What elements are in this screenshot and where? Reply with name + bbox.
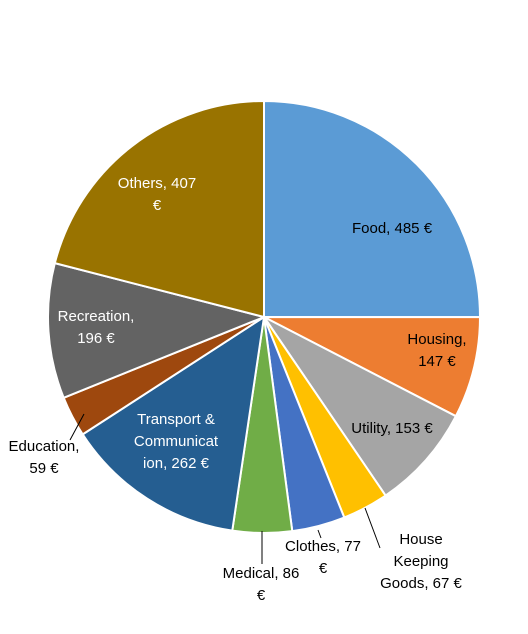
- pie-slice-utility: [263, 316, 457, 497]
- slice-label: Medical, 86 €: [223, 565, 300, 604]
- slice-label-line: €: [257, 587, 266, 604]
- slice-label-line: Education,: [9, 438, 80, 455]
- slice-label-line: Clothes, 77: [285, 538, 361, 555]
- leader-lines: [69, 413, 381, 564]
- slice-label-line: ion, 262 €: [143, 455, 210, 472]
- slice-label: Others, 407 €: [118, 175, 196, 214]
- slice-label: Recreation, 196 €: [58, 308, 135, 347]
- slice-label: Utility, 153 €: [351, 420, 433, 437]
- slice-label-line: Communicat: [134, 433, 219, 450]
- slice-label: Transport & Communicat ion, 262 €: [134, 411, 219, 472]
- leader-line: [317, 529, 322, 539]
- slice-label-line: Utility, 153 €: [351, 420, 433, 437]
- slice-label: Education, 59 €: [9, 438, 80, 477]
- leader-line: [364, 507, 381, 549]
- pie-slice-recreation: [47, 262, 265, 399]
- slice-label-line: 59 €: [29, 460, 59, 477]
- slice-label-line: Food, 485 €: [352, 220, 433, 237]
- slice-label-line: Keeping: [393, 553, 448, 570]
- slice-label-line: €: [319, 560, 328, 577]
- slice-label-line: Recreation,: [58, 308, 135, 325]
- slice-label: Clothes, 77 €: [285, 538, 361, 577]
- leader-line: [69, 413, 85, 441]
- pie-slices: [47, 100, 482, 534]
- pie-slice-food: [263, 100, 482, 319]
- pie-slice-transport-communication: [81, 316, 265, 532]
- pie-slice-housing: [263, 316, 481, 418]
- slice-label-line: 196 €: [77, 330, 115, 347]
- slice-label-line: Housing,: [407, 331, 466, 348]
- slice-label-line: House: [399, 531, 442, 548]
- slice-label: Housing, 147 €: [407, 331, 466, 370]
- slice-label-line: Medical, 86: [223, 565, 300, 582]
- slice-label-line: Goods, 67 €: [380, 575, 462, 592]
- slice-label-line: €: [153, 197, 162, 214]
- slice-label-line: Others, 407: [118, 175, 196, 192]
- slice-label: House Keeping Goods, 67 €: [380, 531, 462, 592]
- slice-label: Food, 485 €: [352, 220, 433, 237]
- slice-labels: Food, 485 € Housing, 147 € Utility, 153 € Ho…: [9, 175, 467, 604]
- slice-label-line: 147 €: [418, 353, 456, 370]
- slice-label-line: Transport &: [137, 411, 215, 428]
- pie-slice-others: [53, 100, 265, 318]
